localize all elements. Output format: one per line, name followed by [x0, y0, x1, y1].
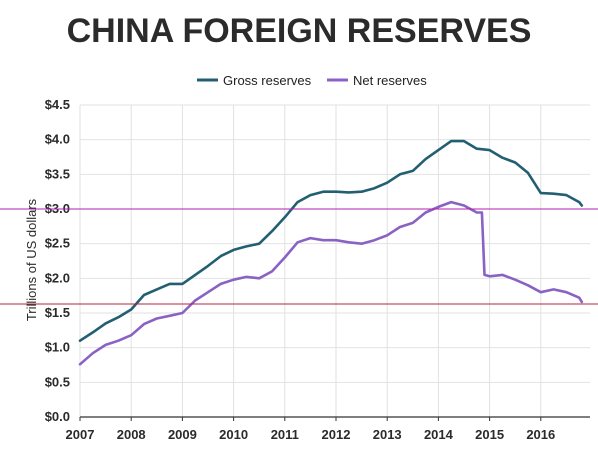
series-line-gross-reserves: [78, 139, 584, 342]
y-tick-label-7: $3.5: [45, 166, 70, 181]
x-tick-label-1: 2008: [117, 427, 146, 442]
x-tick-label-7: 2014: [424, 427, 454, 442]
x-tick-label-6: 2013: [373, 427, 402, 442]
chart-title: CHINA FOREIGN RESERVES: [67, 12, 532, 50]
legend: Gross reserves Net reserves: [197, 73, 427, 88]
x-tick-label-0: 2007: [66, 427, 95, 442]
x-axis: 2007 2008 2009 2010 2011 2012 2013 2014 2015 2016: [66, 416, 590, 442]
legend-label-gross-reserves: Gross reserves: [223, 73, 312, 88]
y-tick-label-0: $0.0: [45, 409, 70, 424]
legend-label-net-reserves: Net reserves: [353, 73, 427, 88]
y-axis: $0.0$0.5$1.0$1.5$2.0$2.5$3.0$3.5$4.0$4.5: [45, 97, 70, 424]
y-tick-label-8: $4.0: [45, 132, 70, 147]
x-tick-label-5: 2012: [322, 427, 351, 442]
series-layer: [78, 139, 584, 366]
y-tick-label-2: $1.0: [45, 340, 70, 355]
x-tick-label-9: 2016: [526, 427, 555, 442]
x-tick-label-2: 2009: [168, 427, 197, 442]
y-tick-label-4: $2.0: [45, 270, 70, 285]
y-tick-label-1: $0.5: [45, 374, 70, 389]
x-tick-label-3: 2010: [219, 427, 248, 442]
series-line-net-reserves: [78, 200, 584, 366]
x-tick-label-4: 2011: [271, 427, 299, 442]
x-tick-label-8: 2015: [475, 427, 504, 442]
reference-lines: [0, 208, 598, 305]
y-tick-label-9: $4.5: [45, 97, 70, 112]
grid: [79, 104, 590, 418]
y-tick-label-5: $2.5: [45, 236, 70, 251]
y-tick-label-3: $1.5: [45, 305, 70, 320]
y-axis-label: Trillions of US dollars: [24, 198, 39, 321]
